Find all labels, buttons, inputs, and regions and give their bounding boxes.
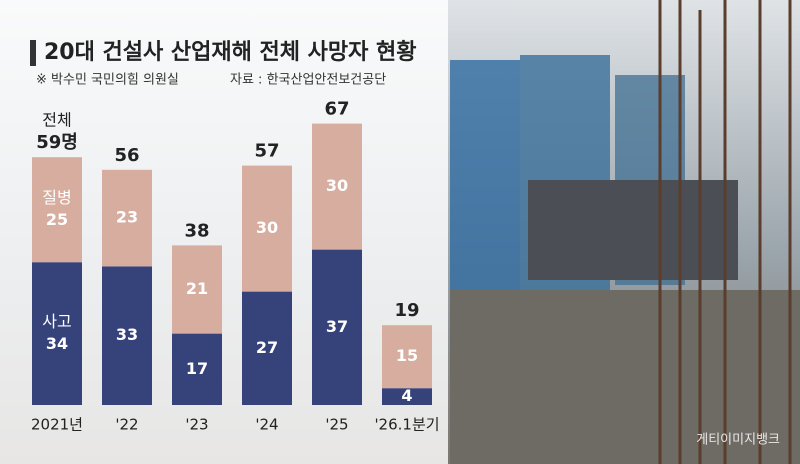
x-tick-label: 2021년 [31, 416, 83, 434]
bar-segment [172, 245, 222, 334]
value-label: 17 [186, 359, 208, 378]
bar-segment [32, 157, 82, 263]
total-label: 67 [324, 99, 349, 120]
source: 자료 : 한국산업안전보건공단 [230, 73, 386, 88]
building [528, 180, 738, 280]
x-tick-label: '24 [255, 416, 278, 434]
value-label: 4 [401, 386, 412, 405]
x-tick-label: '26.1분기 [374, 416, 439, 434]
title-marker [30, 40, 36, 66]
bar-segment [382, 388, 432, 405]
bar-segment [172, 333, 222, 405]
watermark: 게티이미지뱅크 [696, 433, 780, 448]
bar-segment [242, 291, 292, 405]
bar-segment [382, 325, 432, 389]
total-label: 56 [114, 145, 139, 166]
total-label: 19 [394, 300, 419, 321]
chart-title: 20대 건설사 산업재해 전체 사망자 현황 [44, 40, 417, 65]
rebar [658, 0, 792, 464]
value-label: 25 [46, 210, 68, 229]
value-label: 23 [116, 208, 138, 227]
bar-segment [242, 165, 292, 292]
bar-segment [312, 249, 362, 405]
total-title: 전체 [42, 111, 71, 130]
bar-segment [102, 266, 152, 405]
x-tick-label: '22 [115, 416, 138, 434]
value-label: 21 [186, 279, 208, 298]
value-label: 37 [326, 317, 348, 336]
legend-label: 질병 [42, 188, 71, 207]
value-label: 27 [256, 338, 278, 357]
total-label: 38 [184, 220, 209, 241]
bar-segment [102, 169, 152, 267]
x-tick-label: '23 [185, 416, 208, 434]
value-label: 34 [46, 334, 68, 353]
total-label: 57 [254, 141, 279, 162]
value-label: 15 [396, 346, 418, 365]
value-label: 30 [326, 176, 348, 195]
building [450, 60, 520, 290]
bar-segment [32, 262, 82, 405]
ground [450, 290, 800, 464]
value-label: 33 [116, 325, 138, 344]
note: ※ 박수민 국민의힘 의원실 [36, 73, 179, 88]
value-label: 30 [256, 218, 278, 237]
total-label: 59명 [36, 132, 78, 153]
legend-label: 사고 [42, 312, 71, 331]
bar-segment [312, 123, 362, 250]
x-tick-label: '25 [325, 416, 348, 434]
bars: 사고 34 질병 25 59명 전체 2021년 33 23 56 '22 17 21 38 '23 27 30… [31, 99, 440, 434]
